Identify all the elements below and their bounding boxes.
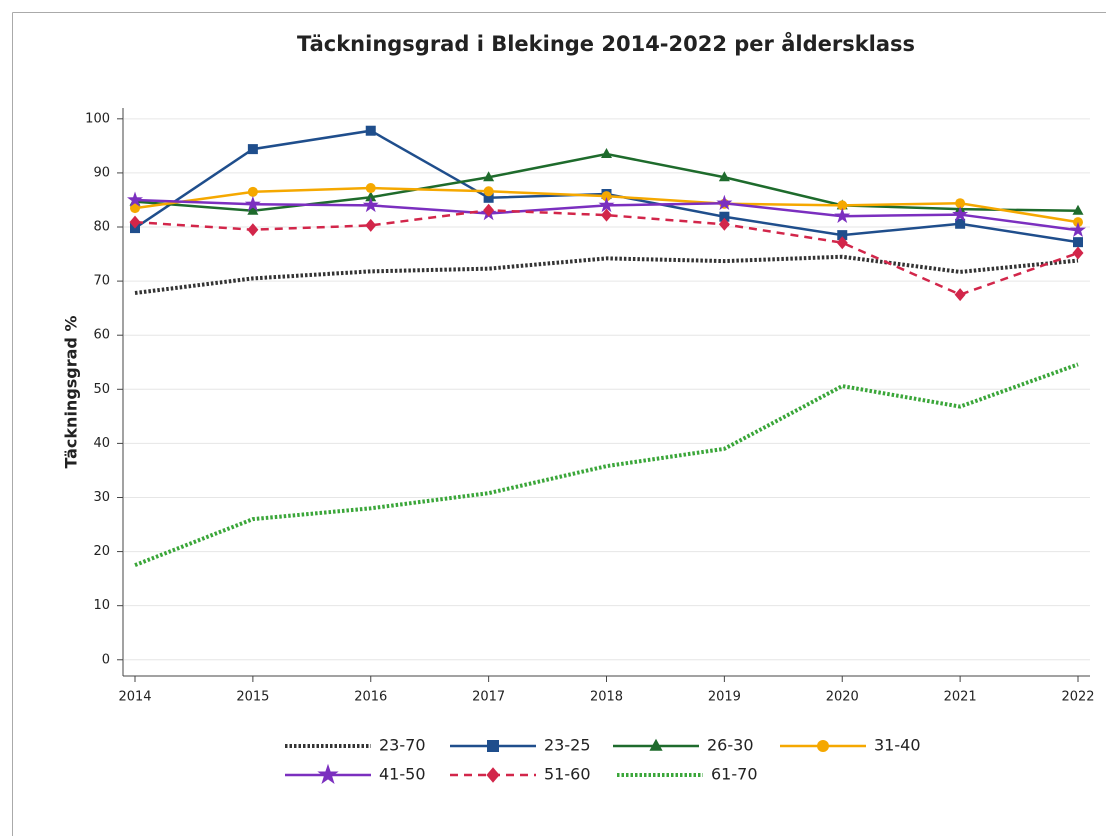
marker	[1072, 246, 1084, 260]
marker	[129, 215, 141, 229]
x-tick-label: 2022	[1061, 690, 1094, 705]
marker	[1072, 204, 1084, 215]
marker	[365, 191, 377, 202]
marker	[954, 288, 966, 302]
legend-marker	[649, 738, 663, 751]
marker	[834, 207, 851, 223]
marker	[483, 171, 495, 182]
legend-label: 61-70	[711, 765, 758, 784]
y-tick-label: 20	[93, 544, 110, 559]
marker	[365, 125, 376, 136]
legend-label: 51-60	[544, 765, 591, 784]
x-tick-label: 2018	[590, 690, 623, 705]
marker	[837, 200, 848, 211]
marker	[130, 203, 140, 214]
marker	[955, 218, 966, 229]
marker	[127, 191, 143, 207]
marker	[247, 223, 259, 237]
legend-label: 23-70	[379, 736, 426, 755]
y-tick-label: 50	[93, 382, 110, 397]
marker	[365, 183, 376, 194]
marker	[483, 192, 494, 203]
y-tick-label: 70	[93, 274, 110, 289]
legend-label: 26-30	[707, 736, 754, 755]
marker	[955, 198, 966, 209]
y-tick-label: 30	[93, 490, 110, 505]
marker	[483, 186, 494, 197]
marker	[362, 196, 379, 213]
marker	[598, 196, 615, 213]
marker	[601, 208, 612, 222]
marker	[836, 236, 848, 250]
marker	[247, 204, 259, 215]
y-tick-label: 40	[93, 436, 110, 451]
legend-label: 31-40	[874, 736, 921, 755]
legend-label: 23-25	[544, 736, 591, 755]
marker	[837, 230, 848, 241]
x-tick-label: 2017	[472, 690, 505, 705]
marker	[483, 203, 495, 217]
marker	[719, 211, 730, 222]
marker	[716, 194, 733, 211]
marker	[244, 195, 261, 212]
y-tick-label: 90	[93, 165, 110, 180]
series-line	[134, 208, 1079, 296]
series-line	[134, 129, 1079, 244]
legend-marker	[317, 763, 339, 785]
marker	[1070, 221, 1086, 238]
y-tick-label: 0	[102, 652, 110, 667]
legend-label: 41-50	[379, 765, 426, 784]
x-tick-label: 2021	[944, 690, 977, 705]
marker	[601, 191, 612, 202]
legend-marker	[487, 740, 499, 752]
y-tick-label: 10	[93, 598, 110, 613]
legend-marker	[486, 767, 500, 783]
y-tick-label: 80	[93, 220, 110, 235]
x-tick-label: 2015	[236, 690, 269, 705]
legend-marker	[817, 740, 829, 752]
series-line	[134, 254, 1079, 295]
y-tick-label: 60	[93, 328, 110, 343]
series-line	[134, 362, 1079, 567]
marker	[718, 171, 730, 182]
marker	[1073, 237, 1083, 248]
marker	[247, 186, 258, 197]
y-axis-label: Täckningsgrad %	[62, 316, 81, 469]
chart-title: Täckningsgrad i Blekinge 2014-2022 per å…	[297, 31, 915, 56]
x-tick-label: 2019	[708, 690, 741, 705]
x-tick-label: 2020	[826, 690, 859, 705]
y-tick-label: 100	[85, 111, 110, 126]
marker	[365, 218, 377, 232]
x-tick-label: 2016	[354, 690, 387, 705]
x-tick-label: 2014	[118, 690, 151, 705]
marker	[952, 206, 969, 222]
marker	[718, 217, 730, 231]
marker	[247, 144, 258, 155]
marker	[601, 147, 612, 158]
